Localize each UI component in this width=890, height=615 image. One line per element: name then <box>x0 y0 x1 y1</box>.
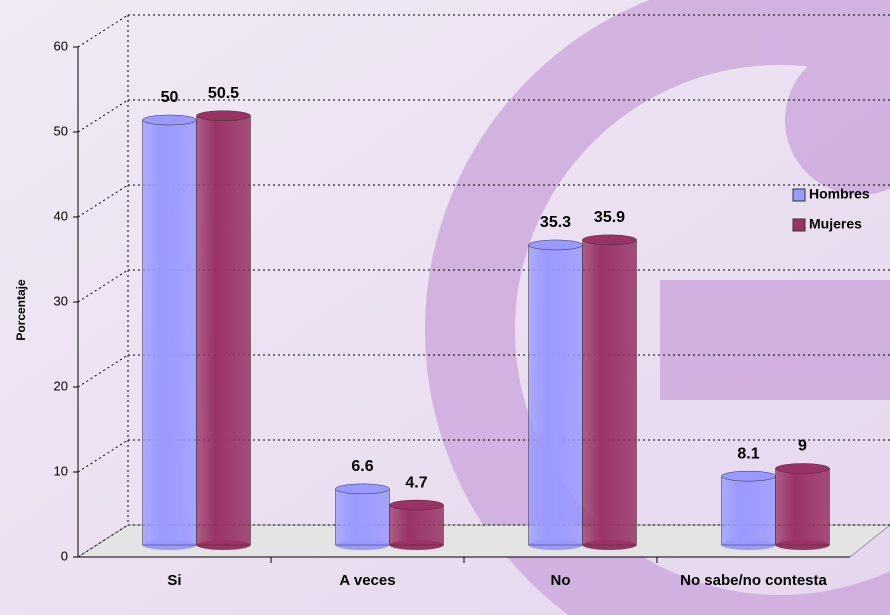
bar <box>142 119 197 546</box>
bar <box>335 488 390 546</box>
data-label: 8.1 <box>737 445 759 462</box>
data-label: 35.9 <box>594 209 625 226</box>
bar <box>775 468 830 546</box>
y-axis-title: Porcentaje <box>14 279 28 341</box>
y-tick-label: 20 <box>54 378 68 393</box>
x-tick-label: No sabe/no contesta <box>680 572 827 589</box>
bar <box>582 239 637 546</box>
bar-top <box>775 463 830 474</box>
x-tick-label: A veces <box>339 572 396 589</box>
y-tick-label: 60 <box>54 38 68 53</box>
bar-top <box>335 483 390 495</box>
legend-swatch <box>792 188 806 202</box>
y-tick-label: 10 <box>54 463 68 478</box>
bar-top <box>582 234 637 246</box>
data-label: 35.3 <box>540 214 571 231</box>
data-label: 9 <box>798 438 807 455</box>
bar-top <box>389 499 444 511</box>
bar-top <box>142 114 197 126</box>
bar-top <box>528 239 583 251</box>
legend-label: Hombres <box>809 186 870 202</box>
y-tick-label: 30 <box>54 293 68 308</box>
y-tick-label: 40 <box>54 208 68 223</box>
data-label: 50.5 <box>208 85 239 102</box>
legend-swatch <box>792 218 806 232</box>
bar <box>196 115 251 546</box>
bar <box>721 475 776 546</box>
x-tick-label: Si <box>167 572 182 589</box>
data-label: 4.7 <box>405 474 427 491</box>
bar <box>528 244 583 546</box>
legend-label: Mujeres <box>809 216 862 232</box>
y-tick-label: 0 <box>61 548 68 563</box>
x-tick-label: No <box>550 572 571 589</box>
y-tick-label: 50 <box>54 123 68 138</box>
bar-top <box>196 110 251 121</box>
bar <box>389 504 444 546</box>
bar-top <box>721 470 776 482</box>
data-label: 50 <box>161 89 179 106</box>
data-label: 6.6 <box>351 458 373 475</box>
decoration <box>425 0 890 615</box>
